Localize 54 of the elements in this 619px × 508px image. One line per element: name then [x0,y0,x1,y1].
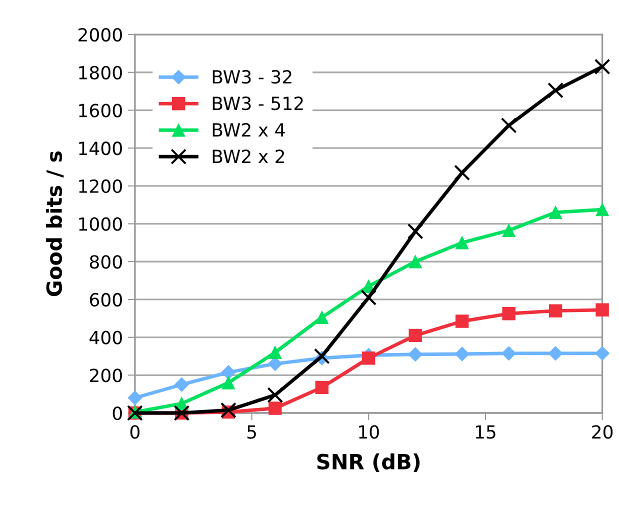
x-axis-title: SNR (dB) [317,453,420,472]
point [221,365,236,380]
point [454,164,470,181]
point [548,206,562,220]
point [596,303,609,316]
point [360,290,377,306]
y-tick-label: 1000 [79,217,122,231]
point [594,58,610,75]
point [267,387,284,404]
legend-label: BW3 - 512 [212,96,303,110]
point [548,304,562,318]
legend-label: BW2 x 2 [212,150,284,163]
y-tick-label: 2000 [78,28,122,42]
legend-label: BW2 x 4 [212,123,285,136]
point [268,346,282,360]
y-tick-label: 200 [90,368,122,382]
point [407,223,424,240]
point [502,307,516,320]
point [595,346,610,361]
point [502,346,516,361]
y-tick-label: 600 [90,292,122,307]
point [408,328,422,342]
point [455,314,469,328]
x-tick-label: 0 [130,425,140,439]
y-tick-label: 0 [112,406,122,420]
x-tick-label: 15 [476,425,496,439]
point [454,346,470,362]
y-tick-label: 1200 [79,179,122,194]
point [502,224,516,237]
y-axis-title: Good bits / s [46,151,64,296]
point [174,377,189,392]
point [315,380,328,394]
point [362,352,376,365]
point [408,255,422,268]
point [596,202,609,216]
point [128,390,142,406]
x-tick-label: 20 [592,425,613,439]
y-tick-label: 1800 [79,66,122,80]
point [315,310,328,324]
y-tick-label: 400 [90,330,122,344]
point [408,347,423,362]
point [268,402,282,415]
legend-label: BW3 - 32 [212,70,292,84]
point [455,236,469,250]
x-tick-label: 10 [359,425,379,439]
point [500,117,517,134]
point [220,402,236,418]
y-tick-label: 1400 [79,142,122,156]
y-tick-label: 1600 [79,104,122,118]
y-tick-label: 800 [90,255,122,269]
point [548,346,563,361]
point [548,82,564,98]
x-tick-label: 5 [247,425,256,439]
point [222,376,236,390]
